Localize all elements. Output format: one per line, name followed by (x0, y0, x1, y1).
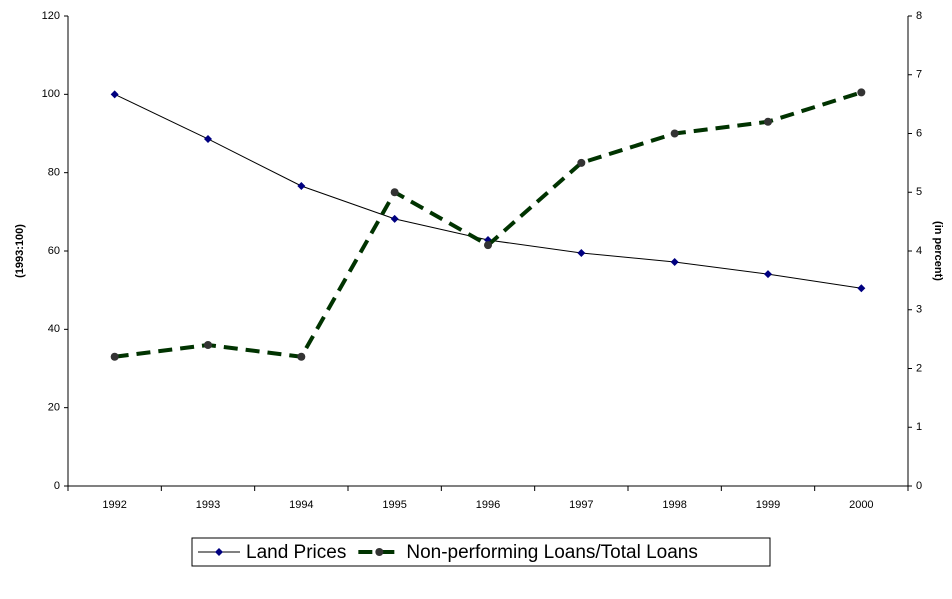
legend-box (191, 537, 771, 567)
x-tick-label: 1994 (289, 499, 313, 511)
y-tick-label: 60 (48, 245, 60, 257)
legend-label: Land Prices (246, 542, 346, 563)
point (215, 548, 223, 556)
series-line (114, 90, 862, 359)
x-tick-label: 2000 (849, 499, 873, 511)
point (670, 129, 679, 138)
point (577, 248, 586, 257)
y-tick-label: 80 (48, 167, 60, 179)
x-tick-label: 1997 (569, 499, 593, 511)
point (204, 341, 212, 349)
point (297, 181, 306, 190)
y-tick-label: 120 (42, 10, 60, 22)
x-tick-label: 1992 (102, 499, 126, 511)
y-tick-label: 20 (48, 402, 60, 414)
y2-tick-label: 2 (916, 362, 922, 374)
y2-tick-label: 7 (916, 69, 922, 81)
point (670, 257, 679, 266)
point (577, 158, 586, 167)
x-tick-label: 1996 (476, 499, 500, 511)
y2-tick-label: 8 (916, 10, 922, 22)
y2-tick-label: 6 (916, 127, 922, 139)
point (764, 117, 772, 126)
point (390, 214, 399, 223)
point (110, 90, 119, 99)
y2-tick-label: 5 (916, 186, 922, 198)
point (857, 284, 866, 293)
point (484, 241, 492, 250)
point (204, 134, 212, 143)
y-tick-label: 100 (42, 88, 60, 100)
legend-label: Non-performing Loans/Total Loans (406, 542, 698, 563)
y-tick-label: 0 (54, 480, 60, 492)
y2-axis-label: (in percent) (932, 221, 944, 281)
x-tick-label: 1995 (382, 499, 406, 511)
point (375, 548, 384, 556)
point (297, 352, 306, 361)
point (764, 270, 772, 279)
point (857, 88, 866, 97)
point (110, 352, 119, 361)
y-axis-label: (1993:100) (14, 224, 26, 278)
y2-tick-label: 3 (916, 304, 922, 316)
x-tick-label: 1999 (756, 499, 780, 511)
y2-tick-label: 1 (916, 421, 922, 433)
y-tick-label: 40 (48, 323, 60, 335)
y2-tick-label: 4 (916, 245, 922, 257)
x-tick-label: 1993 (196, 499, 220, 511)
y2-tick-label: 0 (916, 480, 922, 492)
point (390, 188, 399, 197)
x-tick-label: 1998 (662, 499, 686, 511)
